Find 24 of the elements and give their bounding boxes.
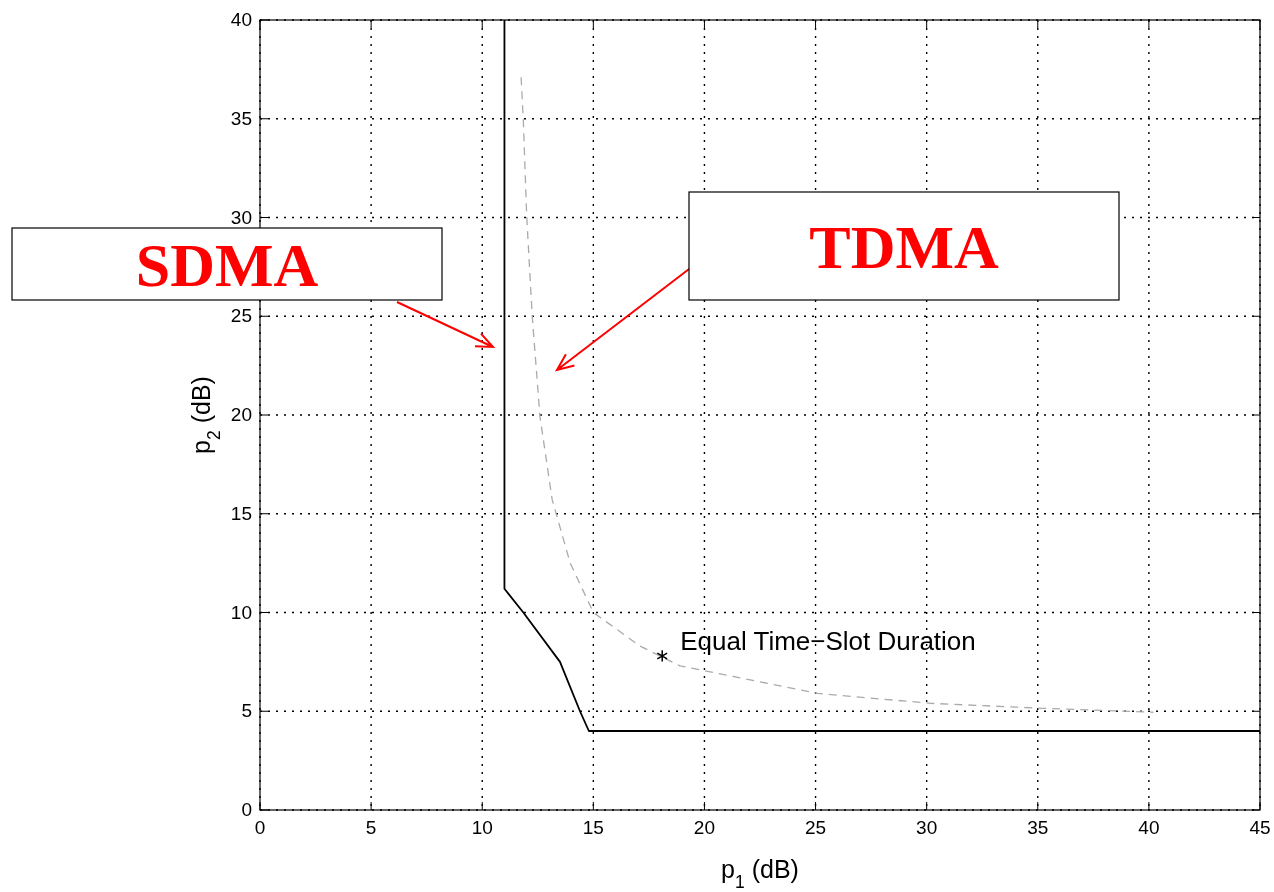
x-tick-label: 35: [1027, 817, 1049, 838]
y-tick-label: 30: [230, 206, 252, 228]
x-axis-title: p$_{1}$ (dB): [721, 855, 799, 892]
line-series: [520, 76, 1154, 713]
annotation: SDMA: [135, 231, 319, 299]
x-tick-label: 0: [254, 817, 266, 838]
x-tick-label: 40: [1138, 817, 1160, 838]
y-tick-label: 10: [230, 601, 252, 623]
y-tick-label: 35: [230, 107, 252, 129]
annotation: TDMA: [809, 213, 999, 281]
y-tick-label: 15: [230, 502, 252, 524]
annotation: Equal Time−Slot Duration: [680, 625, 976, 656]
x-tick-label: 25: [804, 817, 827, 838]
y-tick-label: 5: [241, 700, 252, 722]
x-tick-label: 45: [1249, 817, 1271, 838]
y-tick-label: 40: [230, 9, 252, 30]
y-tick-label: 0: [241, 799, 252, 820]
y-tick-label: 20: [230, 404, 252, 425]
x-tick-label: 15: [582, 817, 604, 838]
x-tick-label: 5: [365, 817, 377, 838]
x-tick-label: 20: [693, 817, 716, 838]
y-tick-label: 25: [230, 305, 252, 327]
x-tick-label: 30: [916, 817, 938, 838]
x-tick-label: 10: [471, 817, 493, 838]
